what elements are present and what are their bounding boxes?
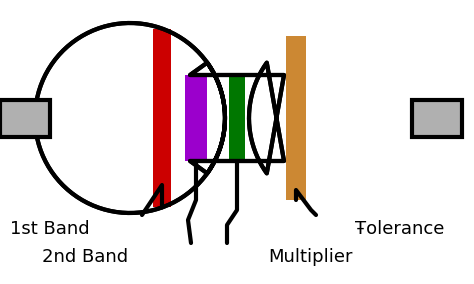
Polygon shape <box>35 23 284 213</box>
Bar <box>286 36 306 200</box>
Text: 2nd Band: 2nd Band <box>42 248 128 266</box>
Text: Ŧolerance: Ŧolerance <box>355 220 444 238</box>
Bar <box>412 100 462 137</box>
Bar <box>229 75 245 161</box>
Text: 1st Band: 1st Band <box>10 220 90 238</box>
Bar <box>0 100 50 137</box>
Text: Multiplier: Multiplier <box>268 248 353 266</box>
Bar <box>185 75 207 161</box>
Bar <box>153 29 171 207</box>
